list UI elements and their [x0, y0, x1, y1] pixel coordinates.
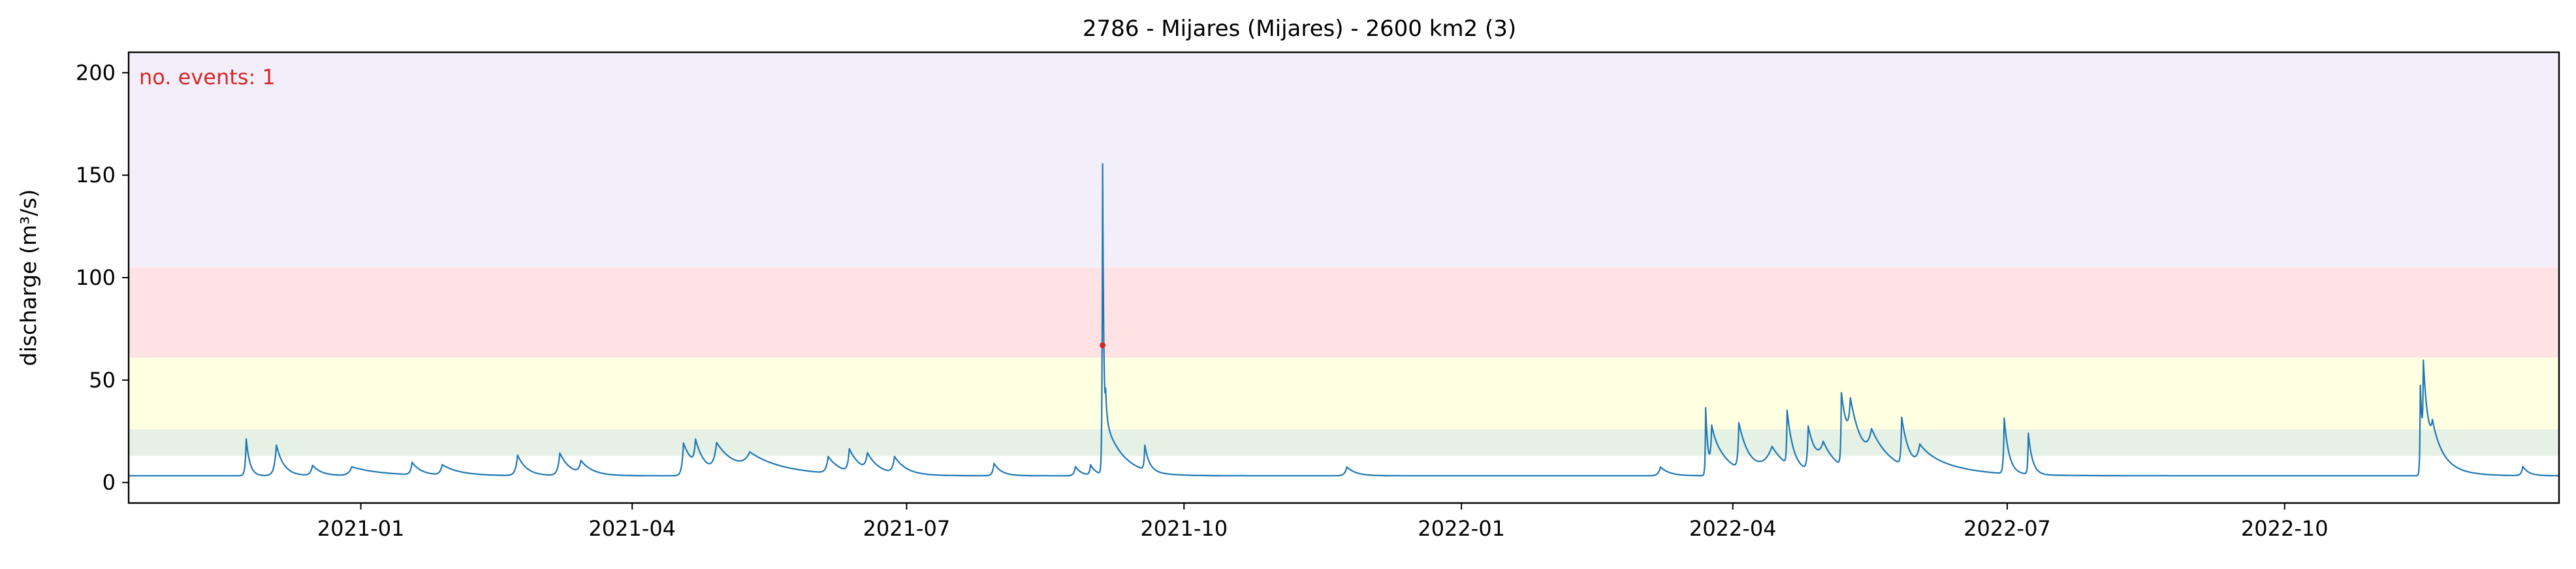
series-line-discharge: [128, 163, 2560, 477]
y-axis: 0 50 100 150 200: [76, 60, 129, 495]
x-tick-label: 2022-07: [1964, 516, 2051, 541]
series-layer: [128, 163, 2560, 477]
y-axis-label: discharge (m³/s): [16, 189, 41, 366]
x-tick-label: 2021-07: [863, 516, 951, 541]
event-markers: [1100, 342, 1106, 348]
y-tick-label: 0: [103, 470, 116, 495]
band-low: [129, 429, 2559, 456]
x-tick-label: 2021-04: [588, 516, 676, 541]
x-tick-label: 2022-04: [1689, 516, 1777, 541]
y-tick-label: 50: [89, 368, 116, 393]
x-tick-label: 2021-01: [317, 516, 405, 541]
event-marker: [1100, 342, 1106, 348]
y-tick-label: 150: [76, 163, 116, 187]
events-count-annotation: no. events: 1: [139, 65, 276, 89]
y-tick-label: 100: [76, 265, 116, 290]
band-moderate: [129, 357, 2559, 430]
y-tick-label: 200: [76, 60, 116, 85]
x-tick-label: 2022-10: [2241, 516, 2329, 541]
x-tick-label: 2021-10: [1140, 516, 1228, 541]
band-severe: [129, 52, 2559, 268]
x-tick-label: 2022-01: [1418, 516, 1505, 541]
x-axis: 2021-01 2021-04 2021-07 2021-10 2022-01 2022-…: [317, 503, 2329, 541]
chart-title: 2786 - Mijares (Mijares) - 2600 km2 (3): [1083, 16, 1516, 42]
band-high: [129, 267, 2559, 358]
threshold-bands: [129, 52, 2559, 456]
